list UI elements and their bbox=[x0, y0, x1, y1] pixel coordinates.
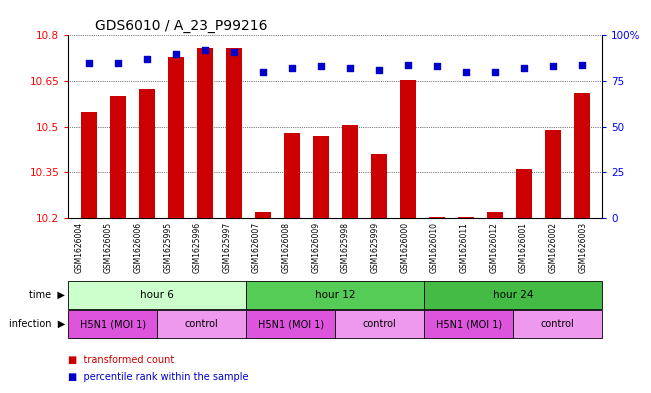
Text: GSM1625998: GSM1625998 bbox=[341, 222, 350, 273]
Bar bbox=[246, 310, 335, 338]
Point bbox=[547, 63, 558, 70]
Point bbox=[519, 65, 529, 72]
Bar bbox=[516, 169, 532, 218]
Bar bbox=[429, 217, 445, 218]
Point bbox=[490, 69, 500, 75]
Bar bbox=[458, 217, 474, 218]
Point bbox=[171, 50, 181, 57]
Text: GSM1626008: GSM1626008 bbox=[282, 222, 291, 273]
Bar bbox=[168, 57, 184, 218]
Text: H5N1 (MOI 1): H5N1 (MOI 1) bbox=[80, 319, 146, 329]
Bar bbox=[158, 310, 246, 338]
Text: GDS6010 / A_23_P99216: GDS6010 / A_23_P99216 bbox=[95, 19, 268, 33]
Bar bbox=[513, 310, 602, 338]
Text: GSM1626003: GSM1626003 bbox=[578, 222, 587, 273]
Text: GSM1626006: GSM1626006 bbox=[133, 222, 143, 273]
Point bbox=[286, 65, 297, 72]
Point bbox=[316, 63, 326, 70]
Text: hour 6: hour 6 bbox=[141, 290, 174, 300]
Text: time  ▶: time ▶ bbox=[29, 290, 65, 300]
Point bbox=[141, 56, 152, 62]
Text: GSM1626001: GSM1626001 bbox=[519, 222, 528, 273]
Bar bbox=[139, 89, 155, 218]
Bar bbox=[68, 281, 246, 309]
Bar bbox=[284, 133, 299, 218]
Point bbox=[83, 60, 94, 66]
Point bbox=[113, 60, 123, 66]
Bar bbox=[487, 212, 503, 218]
Bar bbox=[424, 281, 602, 309]
Point bbox=[402, 61, 413, 68]
Point bbox=[229, 49, 239, 55]
Text: GSM1626009: GSM1626009 bbox=[311, 222, 320, 273]
Text: GSM1625995: GSM1625995 bbox=[163, 222, 172, 273]
Bar bbox=[110, 96, 126, 218]
Text: GSM1626007: GSM1626007 bbox=[252, 222, 261, 273]
Text: hour 12: hour 12 bbox=[315, 290, 355, 300]
Bar bbox=[68, 310, 158, 338]
Bar bbox=[312, 136, 329, 218]
Text: infection  ▶: infection ▶ bbox=[9, 319, 65, 329]
Bar bbox=[574, 93, 590, 218]
Text: GSM1626004: GSM1626004 bbox=[74, 222, 83, 273]
Bar bbox=[335, 310, 424, 338]
Bar bbox=[255, 212, 271, 218]
Text: ■  percentile rank within the sample: ■ percentile rank within the sample bbox=[68, 372, 249, 382]
Bar bbox=[424, 310, 513, 338]
Point bbox=[344, 65, 355, 72]
Text: control: control bbox=[541, 319, 575, 329]
Text: H5N1 (MOI 1): H5N1 (MOI 1) bbox=[258, 319, 324, 329]
Text: GSM1626000: GSM1626000 bbox=[400, 222, 409, 273]
Text: hour 24: hour 24 bbox=[493, 290, 533, 300]
Text: control: control bbox=[185, 319, 219, 329]
Text: ■  transformed count: ■ transformed count bbox=[68, 354, 174, 365]
Point bbox=[374, 67, 384, 73]
Bar bbox=[226, 48, 242, 218]
Text: GSM1626010: GSM1626010 bbox=[430, 222, 439, 273]
Bar bbox=[197, 48, 213, 218]
Text: GSM1626011: GSM1626011 bbox=[460, 222, 469, 273]
Text: GSM1626012: GSM1626012 bbox=[490, 222, 499, 273]
Bar bbox=[246, 281, 424, 309]
Text: GSM1626005: GSM1626005 bbox=[104, 222, 113, 273]
Bar bbox=[371, 154, 387, 218]
Bar bbox=[545, 130, 561, 218]
Bar bbox=[81, 112, 96, 218]
Text: GSM1625997: GSM1625997 bbox=[223, 222, 232, 273]
Point bbox=[577, 61, 587, 68]
Text: GSM1625996: GSM1625996 bbox=[193, 222, 202, 273]
Text: control: control bbox=[363, 319, 396, 329]
Point bbox=[199, 47, 210, 53]
Bar bbox=[400, 79, 416, 218]
Point bbox=[461, 69, 471, 75]
Point bbox=[432, 63, 442, 70]
Text: GSM1625999: GSM1625999 bbox=[371, 222, 380, 273]
Text: H5N1 (MOI 1): H5N1 (MOI 1) bbox=[436, 319, 502, 329]
Point bbox=[258, 69, 268, 75]
Bar bbox=[342, 125, 358, 218]
Text: GSM1626002: GSM1626002 bbox=[549, 222, 558, 273]
